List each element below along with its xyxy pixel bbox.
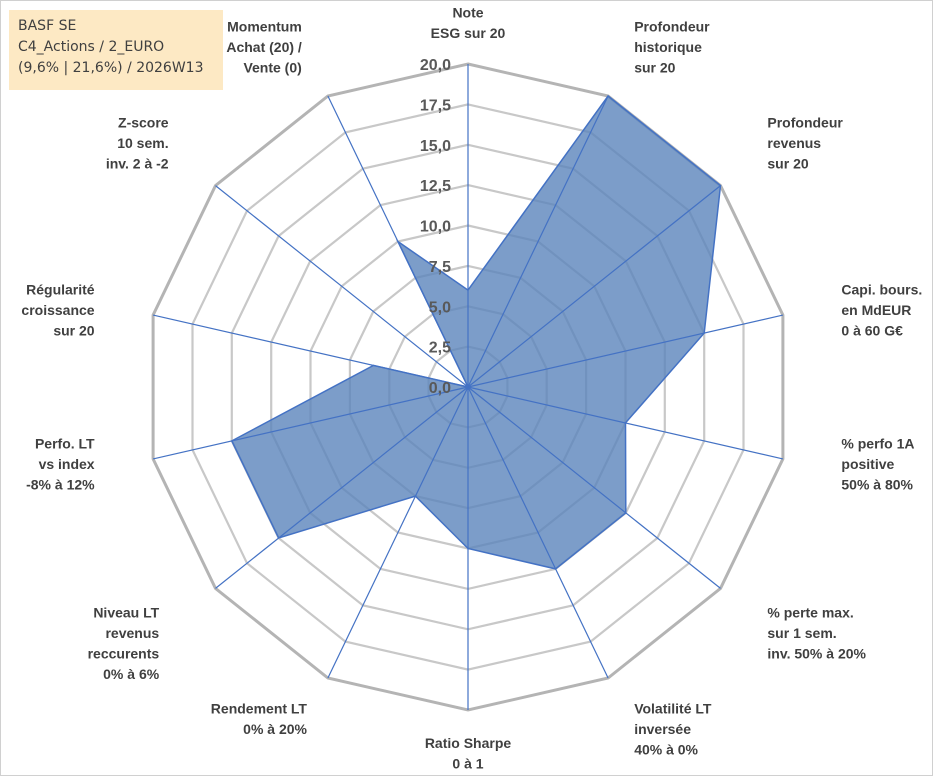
axis-label-line: ESG sur 20: [431, 25, 506, 41]
axis-label-line: sur 20: [634, 59, 675, 75]
axis-label-7: Ratio Sharpe 0 à 1: [425, 735, 512, 772]
axis-label-1: Profondeur historique sur 20: [634, 18, 710, 75]
info-category: C4_Actions / 2_EURO: [18, 39, 165, 55]
axis-label-line: inv. 50% à 20%: [767, 645, 866, 661]
axis-label-line: Achat (20) /: [226, 39, 302, 55]
axis-label-line: Perfo. LT: [35, 436, 95, 452]
tick-label: 10,0: [420, 219, 451, 236]
axis-label-2: Profondeur revenus sur 20: [767, 115, 843, 172]
axis-spoke-13: [327, 95, 469, 388]
axis-label-line: 0% à 20%: [243, 721, 307, 737]
axis-spoke-6: [467, 386, 609, 679]
tick-label: 5,0: [429, 299, 451, 316]
axis-label-line: 10 sem.: [117, 135, 168, 151]
axis-label-line: Niveau LT: [93, 604, 159, 620]
axis-label-5: % perte max. sur 1 sem. inv. 50% à 20%: [767, 604, 866, 661]
axis-label-line: inv. 2 à -2: [106, 156, 169, 172]
axis-label-line: vs index: [39, 456, 95, 472]
axis-label-line: Note: [452, 5, 483, 21]
axis-spoke-4: [467, 386, 784, 460]
axis-label-line: en MdEUR: [841, 302, 911, 318]
axis-spoke-9: [215, 386, 469, 589]
axis-label-3: Capi. bours. en MdEUR 0 à 60 G€: [841, 281, 922, 338]
axis-spoke-3: [467, 314, 784, 388]
axis-label-line: -8% à 12%: [26, 477, 95, 493]
axis-label-line: % perte max.: [767, 604, 853, 620]
axis-label-line: reccurents: [88, 645, 160, 661]
axis-label-6: Volatilité LT inversée 40% à 0%: [634, 701, 712, 758]
axis-label-12: Z-score 10 sem. inv. 2 à -2: [106, 115, 169, 172]
axis-label-line: Capi. bours.: [841, 281, 922, 297]
axis-label-line: sur 1 sem.: [767, 625, 836, 641]
tick-label: 17,5: [420, 97, 451, 114]
axis-label-10: Perfo. LT vs index -8% à 12%: [26, 436, 95, 493]
axis-label-line: inversée: [634, 721, 691, 737]
info-company-name: BASF SE: [18, 18, 77, 34]
tick-label: 0,0: [429, 380, 451, 397]
axis-label-line: Profondeur: [767, 115, 843, 131]
axis-label-13: Momentum Achat (20) / Vente (0): [226, 18, 302, 75]
axis-spoke-5: [467, 386, 721, 589]
tick-label: 20,0: [420, 57, 451, 74]
axis-spoke-11: [152, 314, 469, 388]
axis-label-line: historique: [634, 39, 702, 55]
axis-label-line: 40% à 0%: [634, 742, 698, 758]
axis-label-line: 0 à 1: [452, 756, 483, 772]
axis-label-line: 0 à 60 G€: [841, 322, 903, 338]
axis-spoke-2: [467, 185, 721, 388]
axis-label-line: croissance: [21, 302, 94, 318]
axis-labels: Note ESG sur 20 Profondeur historique sur 20…: [21, 5, 922, 772]
axis-label-8: Rendement LT 0% à 20%: [211, 701, 308, 738]
axis-spoke-10: [152, 386, 469, 460]
axis-label-line: Volatilité LT: [634, 701, 712, 717]
axis-label-line: 0% à 6%: [103, 666, 160, 682]
series-area-group: [230, 94, 722, 570]
axis-label-9: Niveau LT revenus reccurents 0% à 6%: [88, 604, 160, 682]
tick-label: 2,5: [429, 340, 451, 357]
axis-label-line: 50% à 80%: [841, 477, 913, 493]
series-area: [230, 94, 722, 570]
axis-label-line: positive: [841, 456, 894, 472]
info-box: BASF SE C4_Actions / 2_EURO (9,6% | 21,6…: [9, 10, 223, 90]
axis-spoke-1: [467, 95, 609, 388]
tick-label: 7,5: [429, 259, 451, 276]
axis-label-line: revenus: [767, 135, 821, 151]
axis-label-line: Momentum: [227, 18, 302, 34]
axis-spokes: [152, 64, 784, 710]
axis-label-line: Vente (0): [243, 59, 301, 75]
axis-label-4: % perfo 1A positive 50% à 80%: [841, 436, 914, 493]
axis-label-line: sur 20: [53, 322, 94, 338]
axis-label-11: Régularité croissance sur 20: [21, 281, 94, 338]
axis-label-line: sur 20: [767, 156, 808, 172]
axis-label-line: revenus: [105, 625, 159, 641]
tick-labels: 0,0 2,5 5,0 7,5 10,0 12,5 15,0 17,5 20,0: [420, 57, 451, 397]
axis-label-line: % perfo 1A: [841, 436, 914, 452]
axis-label-line: Z-score: [118, 115, 169, 131]
axis-label-0: Note ESG sur 20: [431, 5, 506, 42]
info-period: (9,6% | 21,6%) / 2026W13: [18, 60, 204, 76]
axis-label-line: Rendement LT: [211, 701, 308, 717]
axis-label-line: Régularité: [26, 281, 95, 297]
tick-label: 12,5: [420, 178, 451, 195]
tick-label: 15,0: [420, 138, 451, 155]
axis-spoke-12: [215, 185, 469, 388]
axis-label-line: Profondeur: [634, 18, 710, 34]
axis-label-line: Ratio Sharpe: [425, 735, 512, 751]
axis-spoke-8: [327, 386, 469, 679]
